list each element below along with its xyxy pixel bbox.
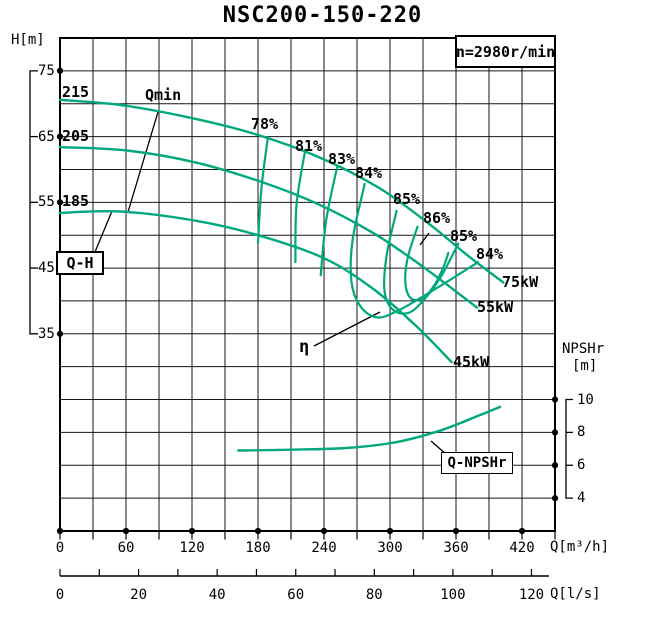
q-tick-dot [122, 527, 130, 535]
efficiency-label-81: 81% [295, 137, 323, 155]
q-tick-dot [386, 527, 394, 535]
npsh-tick-dot [551, 495, 559, 502]
qmin-label: Qmin [145, 86, 182, 104]
efficiency-label-78: 78% [251, 115, 279, 133]
leader-line [94, 210, 113, 253]
y-axis-left-title: H[m] [11, 32, 45, 48]
power-label-45kw: 45kW [453, 353, 490, 371]
x-axis-primary-tick-label: 240 [311, 540, 337, 556]
qh-curve-tag-box: Q-H [56, 251, 104, 275]
qh-curve-tag: Q-H [66, 254, 94, 272]
qnpshr-curve-tag-box: Q-NPSHr [441, 452, 513, 474]
x-axis-secondary-tick-label: 0 [55, 587, 65, 603]
power-label-75kw: 75kW [502, 273, 539, 291]
qh-curve-205 [58, 145, 479, 309]
q-tick-dot [452, 527, 460, 535]
efficiency-label-86: 86% [423, 209, 451, 227]
x-axis-primary-tick-label: 60 [117, 540, 135, 556]
leader-line [419, 232, 430, 246]
x-axis-primary-tick-label: 360 [443, 540, 469, 556]
npsh-tick-dot [551, 396, 559, 403]
npsh-curve [237, 405, 502, 452]
qh-curve-215 [58, 98, 505, 284]
h-tick-dot [56, 67, 64, 74]
x-axis-secondary-tick-label: 100 [440, 587, 466, 603]
efficiency-line-78 [256, 136, 269, 245]
x-axis-primary-tick-label: 300 [377, 540, 403, 556]
h-tick-dot [56, 199, 64, 206]
efficiency-label-85: 85% [393, 190, 421, 208]
speed-annotation-box: n=2980r/min [455, 35, 556, 68]
h-axis-tick-label: 75 [38, 62, 55, 79]
curve-label-205: 205 [62, 127, 90, 145]
h-tick-dot [56, 133, 64, 140]
y-axis-right-unit: [m] [572, 358, 598, 374]
leader-line [313, 311, 381, 347]
efficiency-label-84: 84% [355, 164, 383, 182]
leader-line [127, 111, 159, 213]
qh-curve-185 [58, 209, 453, 364]
efficiency-line-84 [349, 182, 480, 319]
q-tick-dot [320, 527, 328, 535]
page-title: NSC200-150-220 [222, 3, 423, 28]
efficiency-label-83: 83% [328, 150, 356, 168]
npsh-axis-tick-label: 6 [577, 457, 586, 474]
curve-label-215: 215 [62, 83, 90, 101]
x-axis-secondary-tick-label: 120 [518, 587, 545, 603]
speed-label: n=2980r/min [455, 42, 556, 61]
npsh-tick-dot [551, 462, 559, 469]
efficiency-label-85-right: 85% [450, 227, 478, 245]
power-label-55kw: 55kW [477, 298, 514, 316]
h-axis-tick-label: 35 [38, 325, 55, 342]
curve-label-185: 185 [62, 192, 90, 210]
x-axis-secondary-tick-label: 80 [365, 587, 383, 603]
h-axis-tick-label: 65 [38, 128, 55, 145]
q-tick-dot [254, 527, 262, 535]
x-axis-primary-tick-label: 180 [245, 540, 271, 556]
efficiency-line-83 [319, 165, 339, 277]
eta-label: η [299, 337, 310, 357]
h-tick-dot [56, 330, 64, 337]
npsh-axis-bracket [565, 398, 573, 499]
x-axis-primary-tick-label: 0 [55, 540, 65, 556]
q-tick-dot [188, 527, 196, 535]
npsh-axis-tick-label: 8 [577, 424, 586, 441]
qnpshr-curve-tag: Q-NPSHr [447, 455, 507, 471]
npsh-tick-dot [551, 429, 559, 436]
x-axis-secondary-tick-label: 60 [287, 587, 305, 603]
h-axis-tick-label: 45 [38, 260, 55, 277]
x-axis-primary-tick-label: 420 [509, 540, 535, 556]
q-tick-dot [56, 527, 64, 535]
y-axis-right-title: NPSHr [562, 341, 605, 357]
plot-border [59, 37, 556, 532]
h-axis-tick-label: 55 [38, 194, 55, 211]
x-axis-primary-tick-label: 120 [179, 540, 205, 556]
x-axis-primary-unit: Q[m³/h] [550, 539, 610, 555]
npsh-axis-tick-label: 4 [577, 490, 586, 507]
npsh-axis-tick-label: 10 [577, 391, 594, 408]
x-axis-secondary-unit: Q[l/s] [550, 586, 601, 602]
efficiency-line-81 [294, 148, 307, 264]
x-axis-secondary-tick-label: 20 [130, 587, 147, 603]
q-tick-dot [518, 527, 526, 535]
x-axis-secondary-tick-label: 40 [208, 587, 226, 603]
efficiency-label-84-right: 84% [476, 245, 504, 263]
efficiency-line-86 [404, 225, 450, 302]
